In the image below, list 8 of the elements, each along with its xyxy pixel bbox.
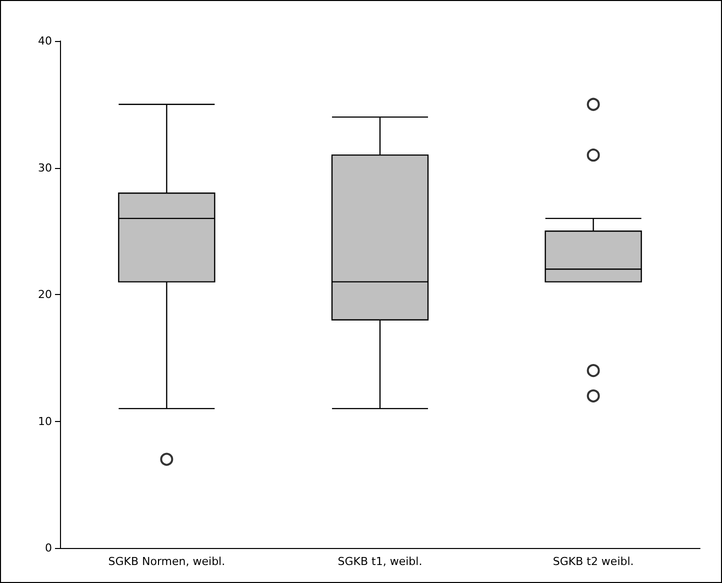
y-tick-label: 40 <box>38 34 52 48</box>
y-tick-label: 30 <box>38 161 52 174</box>
x-tick-label: SGKB Normen, weibl. <box>108 555 226 568</box>
y-tick-label: 0 <box>45 542 52 554</box>
y-tick-label: 10 <box>38 414 52 428</box>
x-tick-label: SGKB t2 weibl. <box>552 555 634 568</box>
y-tick-label: 20 <box>38 288 52 301</box>
x-tick-label: SGKB t1, weibl. <box>338 555 422 568</box>
